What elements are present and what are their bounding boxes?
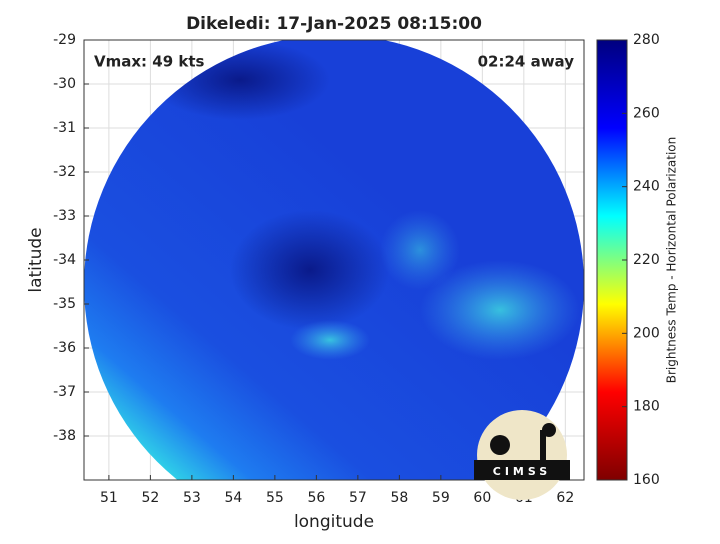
x-tick-label: 54 <box>224 490 242 506</box>
y-tick-label: -32 <box>53 164 76 180</box>
x-tick-label: 57 <box>349 490 367 506</box>
cold-cloud <box>290 320 370 360</box>
y-axis-label: latitude <box>26 227 46 292</box>
x-tick-label: 51 <box>100 490 118 506</box>
x-tick-label: 55 <box>266 490 284 506</box>
x-tick-label: 56 <box>307 490 325 506</box>
x-tick-label: 62 <box>556 490 574 506</box>
y-tick-label: -36 <box>53 340 76 356</box>
x-tick-label: 52 <box>141 490 159 506</box>
x-tick-label: 53 <box>183 490 201 506</box>
cold-cloud <box>420 260 580 360</box>
colorbar-tick-label: 200 <box>633 325 660 341</box>
x-axis-label: longitude <box>294 512 374 532</box>
chart-title: Dikeledi: 17-Jan-2025 08:15:00 <box>186 14 482 34</box>
colorbar-tick-label: 180 <box>633 399 660 415</box>
image-area <box>84 40 584 480</box>
colorbar-tick-label: 280 <box>633 32 660 48</box>
colorbar-tick-label: 260 <box>633 105 660 121</box>
y-tick-label: -33 <box>53 208 76 224</box>
y-tick-label: -34 <box>53 252 76 268</box>
logo-text: CIMSS <box>493 465 551 478</box>
y-tick-label: -35 <box>53 296 76 312</box>
x-tick-label: 60 <box>473 490 491 506</box>
logo: CIMSS <box>474 410 570 500</box>
colorbar-tick-label: 160 <box>633 472 660 488</box>
storm-core <box>230 210 390 330</box>
y-tick-label: -37 <box>53 384 76 400</box>
x-tick-label: 58 <box>390 490 408 506</box>
y-tick-label: -29 <box>53 32 76 48</box>
colorbar-tick-label: 240 <box>633 179 660 195</box>
cold-cloud <box>380 210 460 290</box>
y-tick-label: -31 <box>53 120 76 136</box>
x-tick-label: 59 <box>432 490 450 506</box>
y-tick-label: -30 <box>53 76 76 92</box>
colorbar-tick-label: 220 <box>633 252 660 268</box>
annotation: 02:24 away <box>478 53 575 71</box>
y-tick-label: -38 <box>53 428 76 444</box>
axes: 515253545556575859606162-29-30-31-32-33-… <box>53 32 574 506</box>
colorbar-ticks: 160 180 200 220 240 260 280 <box>622 32 660 488</box>
annotation: Vmax: 49 kts <box>94 53 204 71</box>
plot-frame <box>83 39 585 481</box>
colorbar-label: Brightness Temp - Horizontal Polarizatio… <box>665 137 679 384</box>
